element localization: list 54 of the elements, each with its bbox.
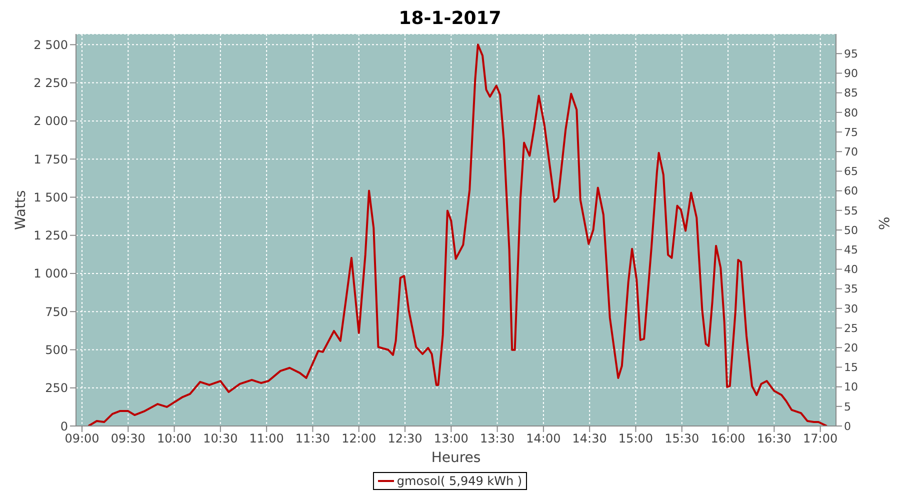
chart-title: 18-1-2017 xyxy=(398,8,502,29)
x-tick-label: 13:30 xyxy=(480,432,515,446)
y2-tick-label: 5 xyxy=(844,400,851,414)
x-tick-label: 14:00 xyxy=(526,432,561,446)
x-tick-label: 14:30 xyxy=(572,432,607,446)
x-tick-label: 09:00 xyxy=(64,432,100,446)
y2-tick-label: 85 xyxy=(844,86,858,100)
y2-tick-label: 35 xyxy=(844,282,858,296)
x-tick-label: 16:30 xyxy=(756,432,792,446)
y-tick-label: 1 000 xyxy=(34,266,68,281)
y-tick-label: 0 xyxy=(60,419,68,434)
y-tick-label: 2 250 xyxy=(34,76,68,90)
x-tick-label: 13:00 xyxy=(434,432,468,446)
y2-tick-label: 40 xyxy=(844,263,858,276)
y2-tick-label: 90 xyxy=(844,67,858,80)
y2-tick-label: 95 xyxy=(844,48,858,61)
x-tick-label: 15:00 xyxy=(618,432,654,446)
x-tick-label: 16:00 xyxy=(710,432,746,446)
x-tick-label: 11:30 xyxy=(295,432,330,446)
y-tick-label: 2 500 xyxy=(34,38,68,52)
y2-tick-label: 80 xyxy=(844,106,858,120)
y2-tick-label: 20 xyxy=(844,342,858,355)
y-axis-title: Watts xyxy=(12,190,29,230)
line-series xyxy=(87,44,828,426)
x-axis-title: Heures xyxy=(431,450,481,466)
y-tick-label: 1 750 xyxy=(34,152,68,166)
y2-tick-label: 55 xyxy=(844,204,858,218)
y2-tick-label: 15 xyxy=(844,361,858,374)
x-tick-label: 10:30 xyxy=(203,432,238,446)
y-tick-label: 2 000 xyxy=(34,114,68,128)
y-tick-label: 1 500 xyxy=(34,190,68,204)
y-tick-label: 750 xyxy=(45,304,68,319)
y2-tick-label: 60 xyxy=(844,184,858,198)
y2-tick-label: 45 xyxy=(844,244,858,257)
x-tick-label: 09:30 xyxy=(110,432,146,446)
y2-axis-title: % xyxy=(875,216,892,230)
x-tick-label: 15:30 xyxy=(664,432,700,446)
y2-tick-label: 65 xyxy=(844,165,858,178)
y-tick-label: 500 xyxy=(45,342,68,357)
y2-tick-label: 50 xyxy=(844,224,858,237)
y2-tick-label: 10 xyxy=(844,380,858,394)
legend-label: gmosol( 5,949 kWh ) xyxy=(396,474,522,488)
y2-tick-label: 70 xyxy=(844,146,858,159)
x-tick-label: 17:00 xyxy=(803,432,838,446)
y2-tick-label: 0 xyxy=(844,420,851,433)
y2-tick-label: 25 xyxy=(844,322,858,335)
y-tick-label: 1 250 xyxy=(34,228,68,243)
x-tick-label: 12:30 xyxy=(388,432,422,446)
y2-tick-label: 75 xyxy=(844,126,858,139)
x-tick-label: 10:00 xyxy=(156,432,192,446)
x-tick-label: 11:00 xyxy=(249,432,284,446)
x-tick-label: 12:00 xyxy=(342,432,376,446)
y-tick-label: 250 xyxy=(45,381,68,396)
y2-tick-label: 30 xyxy=(844,302,858,316)
